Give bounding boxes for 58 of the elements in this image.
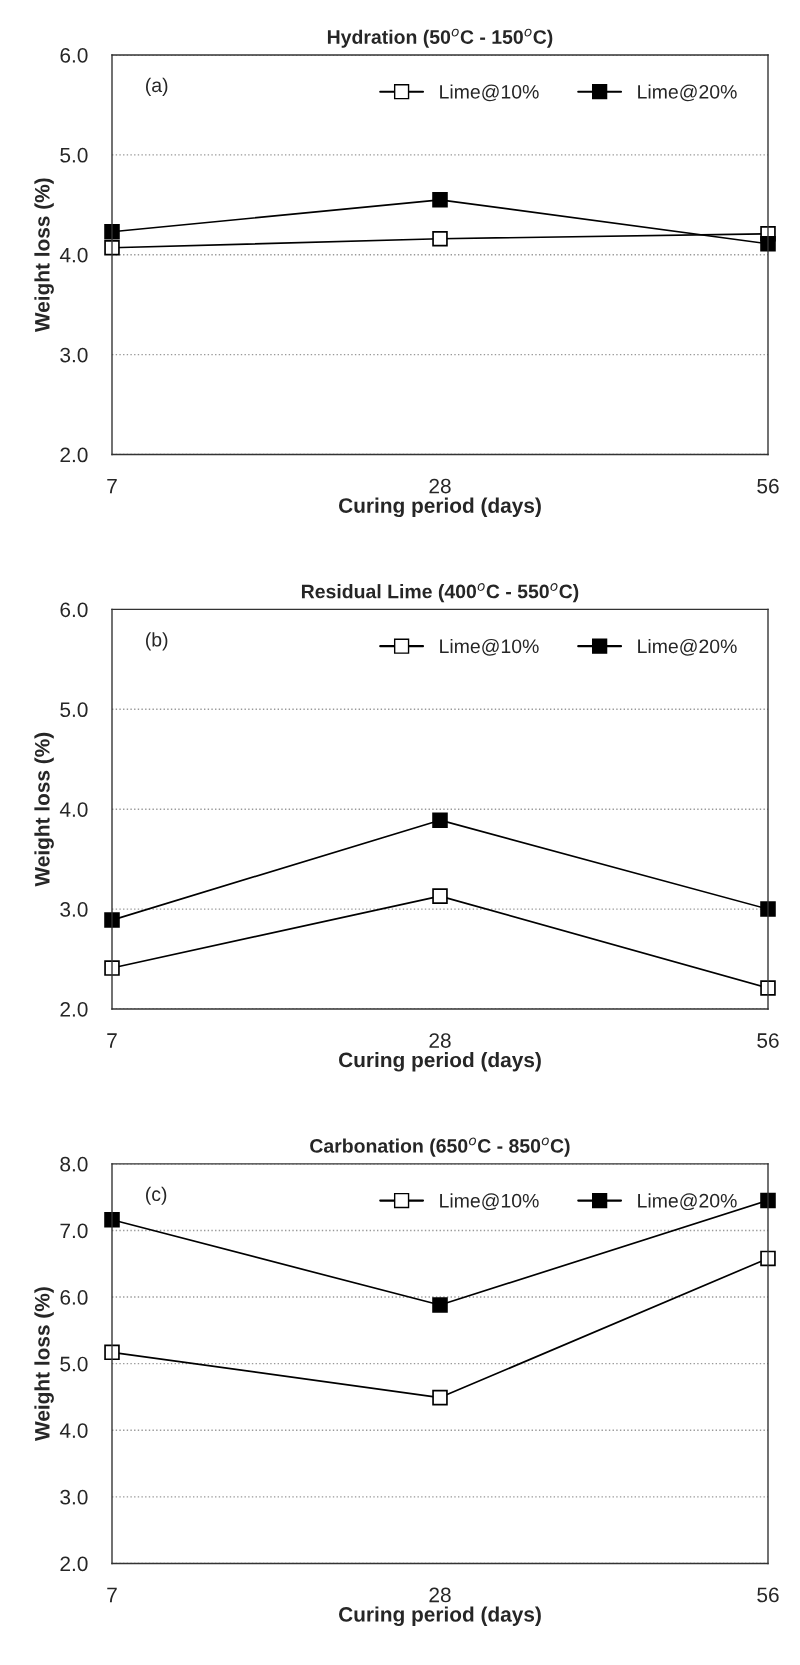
y-tick-label: 6.0 bbox=[60, 1290, 88, 1305]
legend-label: Lime@20% bbox=[638, 1193, 737, 1211]
point bbox=[432, 812, 448, 828]
x-tick-label: 28 bbox=[429, 1587, 451, 1603]
annotation: (b) bbox=[146, 632, 168, 651]
point bbox=[104, 960, 120, 976]
y-tick-label: 5.0 bbox=[60, 1356, 88, 1372]
y-tick-label: 3.0 bbox=[60, 1489, 88, 1505]
chart-title: Residual Lime (400$^{o}$C - 550$^{o}$C) bbox=[301, 583, 579, 603]
y-tick-label: 3.0 bbox=[60, 347, 88, 363]
x-tick-label: 7 bbox=[107, 1587, 117, 1603]
point bbox=[104, 912, 120, 928]
point bbox=[432, 230, 448, 247]
y-tick-label: 6.0 bbox=[60, 47, 88, 63]
legend-label: Lime@10% bbox=[440, 1193, 539, 1211]
x-axis-title: Curing period (days) bbox=[339, 1052, 541, 1072]
y-axis-title: Weight loss (%) bbox=[34, 1287, 54, 1441]
y-axis-title: Weight loss (%) bbox=[34, 178, 54, 333]
point bbox=[760, 980, 776, 996]
x-axis-title: Curing period (days) bbox=[339, 1606, 541, 1626]
point bbox=[104, 239, 120, 256]
y-tick-label: 4.0 bbox=[59, 1423, 88, 1438]
y-tick-label: 2.0 bbox=[60, 1556, 88, 1572]
y-tick-label: 4.0 bbox=[59, 247, 88, 263]
point bbox=[432, 1389, 448, 1406]
point bbox=[432, 192, 448, 208]
point bbox=[432, 1297, 448, 1313]
annotation: (a) bbox=[146, 77, 168, 96]
x-tick-label: 28 bbox=[429, 1033, 451, 1048]
annotation: (c) bbox=[146, 1186, 167, 1205]
y-tick-label: 6.0 bbox=[60, 602, 88, 618]
legend-label: Lime@20% bbox=[638, 638, 737, 656]
chart-title: Hydration (50$^{o}$C - 150$^{o}$C) bbox=[327, 28, 553, 48]
point bbox=[760, 901, 776, 917]
x-tick-label: 56 bbox=[757, 478, 779, 494]
legend-label: Lime@10% bbox=[440, 638, 539, 656]
legend-label: Lime@20% bbox=[638, 84, 737, 102]
x-tick-label: 28 bbox=[429, 478, 451, 494]
y-tick-label: 8.0 bbox=[60, 1156, 88, 1172]
x-tick-label: 7 bbox=[107, 478, 117, 494]
y-tick-label: 3.0 bbox=[60, 902, 88, 917]
x-tick-label: 56 bbox=[757, 1587, 779, 1603]
y-tick-label: 7.0 bbox=[60, 1223, 88, 1239]
y-tick-label: 2.0 bbox=[60, 1001, 88, 1017]
y-tick-label: 4.0 bbox=[59, 802, 88, 817]
chart-title: Carbonation (650$^{o}$C - 850$^{o}$C) bbox=[310, 1137, 570, 1157]
y-axis-title: Weight loss (%) bbox=[34, 732, 54, 887]
x-tick-label: 7 bbox=[107, 1033, 117, 1048]
y-tick-label: 5.0 bbox=[60, 147, 88, 163]
legend-label: Lime@10% bbox=[440, 84, 539, 102]
x-axis-title: Curing period (days) bbox=[339, 497, 541, 518]
y-tick-label: 2.0 bbox=[60, 447, 88, 463]
x-tick-label: 56 bbox=[757, 1033, 779, 1048]
point bbox=[104, 223, 120, 240]
point bbox=[104, 1211, 120, 1228]
point bbox=[760, 235, 776, 252]
y-tick-label: 5.0 bbox=[60, 702, 88, 718]
point bbox=[432, 888, 448, 904]
